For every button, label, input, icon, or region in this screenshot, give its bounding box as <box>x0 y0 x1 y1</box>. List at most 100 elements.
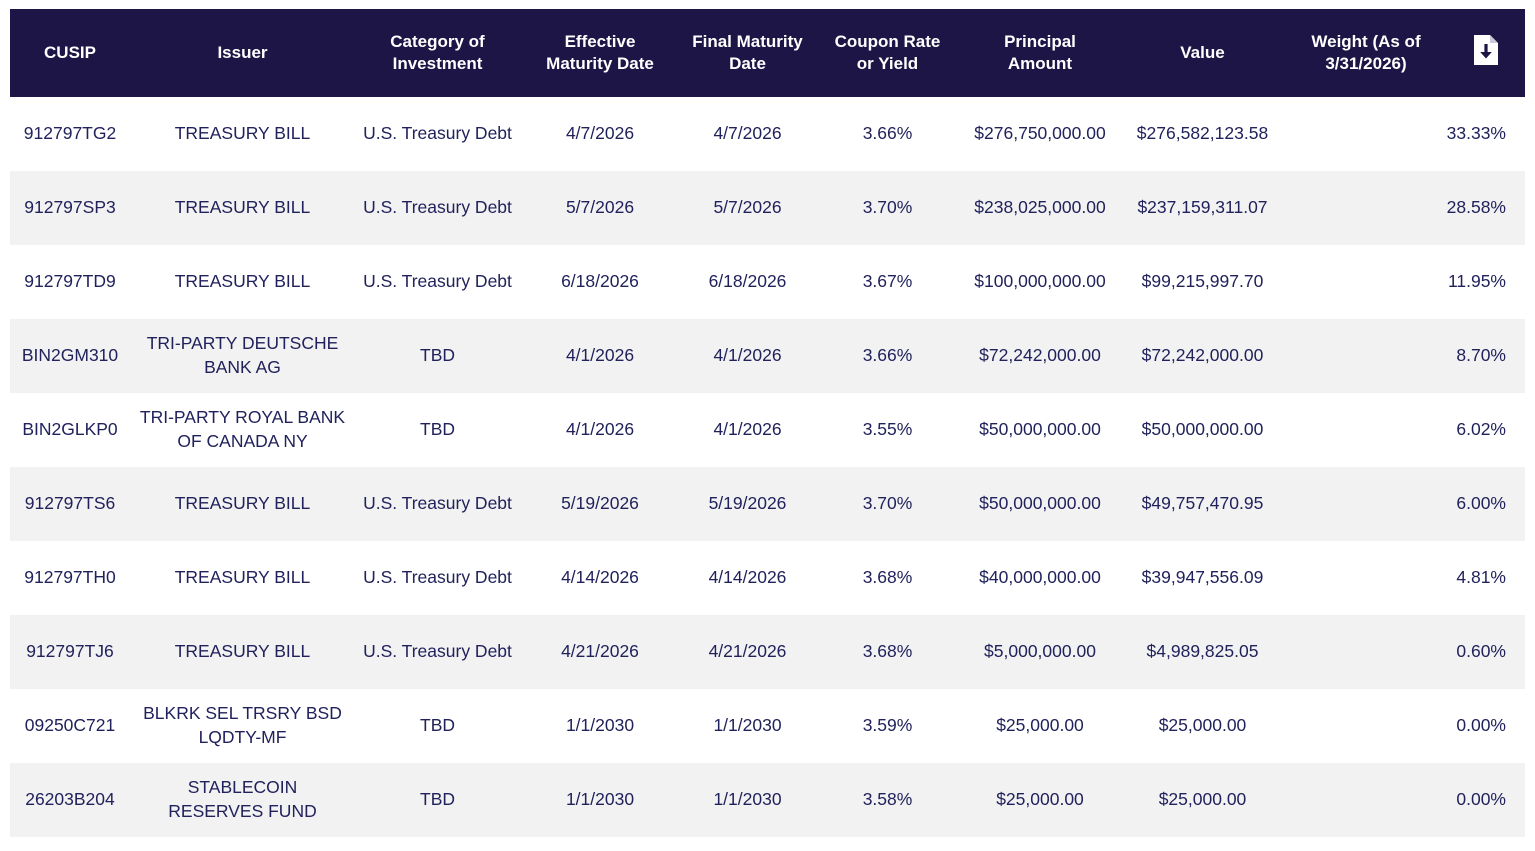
effective-maturity-cell: 1/1/2030 <box>520 763 680 837</box>
column-header-issuer: Issuer <box>130 9 355 97</box>
principal-cell: $25,000.00 <box>960 763 1120 837</box>
final-maturity-cell: 1/1/2030 <box>680 763 815 837</box>
principal-cell: $238,025,000.00 <box>960 171 1120 245</box>
table-body: 912797TG2 TREASURY BILL U.S. Treasury De… <box>10 97 1525 837</box>
table-row: 912797TD9 TREASURY BILL U.S. Treasury De… <box>10 245 1525 319</box>
final-maturity-cell: 4/7/2026 <box>680 97 815 171</box>
principal-cell: $72,242,000.00 <box>960 319 1120 393</box>
column-header-value: Value <box>1120 9 1285 97</box>
cusip-cell: 912797TH0 <box>10 541 130 615</box>
weight-cell: 28.58% <box>1285 171 1525 245</box>
coupon-cell: 3.66% <box>815 319 960 393</box>
holdings-table: CUSIP Issuer Category of Investment Effe… <box>10 9 1525 837</box>
column-header-cusip: CUSIP <box>10 9 130 97</box>
final-maturity-cell: 5/19/2026 <box>680 467 815 541</box>
holdings-table-container: CUSIP Issuer Category of Investment Effe… <box>10 9 1525 837</box>
principal-cell: $40,000,000.00 <box>960 541 1120 615</box>
issuer-cell: TREASURY BILL <box>130 541 355 615</box>
category-cell: U.S. Treasury Debt <box>355 171 520 245</box>
coupon-cell: 3.68% <box>815 615 960 689</box>
issuer-cell: BLKRK SEL TRSRY BSD LQDTY-MF <box>130 689 355 763</box>
weight-cell: 11.95% <box>1285 245 1525 319</box>
value-cell: $276,582,123.58 <box>1120 97 1285 171</box>
category-cell: U.S. Treasury Debt <box>355 245 520 319</box>
category-cell: U.S. Treasury Debt <box>355 541 520 615</box>
coupon-cell: 3.70% <box>815 467 960 541</box>
table-row: 912797TJ6 TREASURY BILL U.S. Treasury De… <box>10 615 1525 689</box>
cusip-cell: 912797TG2 <box>10 97 130 171</box>
effective-maturity-cell: 5/19/2026 <box>520 467 680 541</box>
category-cell: TBD <box>355 393 520 467</box>
table-row: BIN2GM310 TRI-PARTY DEUTSCHE BANK AG TBD… <box>10 319 1525 393</box>
effective-maturity-cell: 1/1/2030 <box>520 689 680 763</box>
table-row: 912797TG2 TREASURY BILL U.S. Treasury De… <box>10 97 1525 171</box>
principal-cell: $25,000.00 <box>960 689 1120 763</box>
table-header: CUSIP Issuer Category of Investment Effe… <box>10 9 1525 97</box>
weight-cell: 6.00% <box>1285 467 1525 541</box>
value-cell: $72,242,000.00 <box>1120 319 1285 393</box>
principal-cell: $100,000,000.00 <box>960 245 1120 319</box>
cusip-cell: 09250C721 <box>10 689 130 763</box>
value-cell: $39,947,556.09 <box>1120 541 1285 615</box>
coupon-cell: 3.70% <box>815 171 960 245</box>
cusip-cell: 912797TD9 <box>10 245 130 319</box>
principal-cell: $276,750,000.00 <box>960 97 1120 171</box>
table-row: 09250C721 BLKRK SEL TRSRY BSD LQDTY-MF T… <box>10 689 1525 763</box>
principal-cell: $50,000,000.00 <box>960 467 1120 541</box>
final-maturity-cell: 4/1/2026 <box>680 319 815 393</box>
file-download-icon[interactable] <box>1473 34 1499 66</box>
coupon-cell: 3.59% <box>815 689 960 763</box>
column-header-weight: Weight (As of 3/31/2026) <box>1285 9 1447 97</box>
weight-cell: 6.02% <box>1285 393 1525 467</box>
cusip-cell: 26203B204 <box>10 763 130 837</box>
effective-maturity-cell: 4/14/2026 <box>520 541 680 615</box>
final-maturity-cell: 6/18/2026 <box>680 245 815 319</box>
header-row: CUSIP Issuer Category of Investment Effe… <box>10 9 1525 97</box>
coupon-cell: 3.55% <box>815 393 960 467</box>
value-cell: $237,159,311.07 <box>1120 171 1285 245</box>
category-cell: U.S. Treasury Debt <box>355 615 520 689</box>
weight-cell: 33.33% <box>1285 97 1525 171</box>
issuer-cell: TREASURY BILL <box>130 467 355 541</box>
value-cell: $25,000.00 <box>1120 689 1285 763</box>
effective-maturity-cell: 4/21/2026 <box>520 615 680 689</box>
category-cell: U.S. Treasury Debt <box>355 97 520 171</box>
issuer-cell: TRI-PARTY ROYAL BANK OF CANADA NY <box>130 393 355 467</box>
issuer-cell: TREASURY BILL <box>130 245 355 319</box>
cusip-cell: BIN2GLKP0 <box>10 393 130 467</box>
cusip-cell: 912797SP3 <box>10 171 130 245</box>
column-header-effective-maturity: Effective Maturity Date <box>520 9 680 97</box>
issuer-cell: TREASURY BILL <box>130 97 355 171</box>
principal-cell: $5,000,000.00 <box>960 615 1120 689</box>
issuer-cell: STABLECOIN RESERVES FUND <box>130 763 355 837</box>
category-cell: TBD <box>355 689 520 763</box>
cusip-cell: 912797TS6 <box>10 467 130 541</box>
issuer-cell: TREASURY BILL <box>130 615 355 689</box>
final-maturity-cell: 1/1/2030 <box>680 689 815 763</box>
issuer-cell: TRI-PARTY DEUTSCHE BANK AG <box>130 319 355 393</box>
weight-cell: 0.00% <box>1285 763 1525 837</box>
column-header-download <box>1447 9 1525 97</box>
column-header-category: Category of Investment <box>355 9 520 97</box>
cusip-cell: BIN2GM310 <box>10 319 130 393</box>
weight-cell: 0.60% <box>1285 615 1525 689</box>
table-row: 912797SP3 TREASURY BILL U.S. Treasury De… <box>10 171 1525 245</box>
value-cell: $49,757,470.95 <box>1120 467 1285 541</box>
final-maturity-cell: 4/14/2026 <box>680 541 815 615</box>
coupon-cell: 3.68% <box>815 541 960 615</box>
value-cell: $25,000.00 <box>1120 763 1285 837</box>
coupon-cell: 3.58% <box>815 763 960 837</box>
effective-maturity-cell: 4/7/2026 <box>520 97 680 171</box>
principal-cell: $50,000,000.00 <box>960 393 1120 467</box>
effective-maturity-cell: 4/1/2026 <box>520 393 680 467</box>
column-header-principal: Principal Amount <box>960 9 1120 97</box>
effective-maturity-cell: 4/1/2026 <box>520 319 680 393</box>
category-cell: TBD <box>355 319 520 393</box>
coupon-cell: 3.66% <box>815 97 960 171</box>
coupon-cell: 3.67% <box>815 245 960 319</box>
final-maturity-cell: 4/21/2026 <box>680 615 815 689</box>
final-maturity-cell: 4/1/2026 <box>680 393 815 467</box>
category-cell: U.S. Treasury Debt <box>355 467 520 541</box>
cusip-cell: 912797TJ6 <box>10 615 130 689</box>
column-header-coupon: Coupon Rate or Yield <box>815 9 960 97</box>
